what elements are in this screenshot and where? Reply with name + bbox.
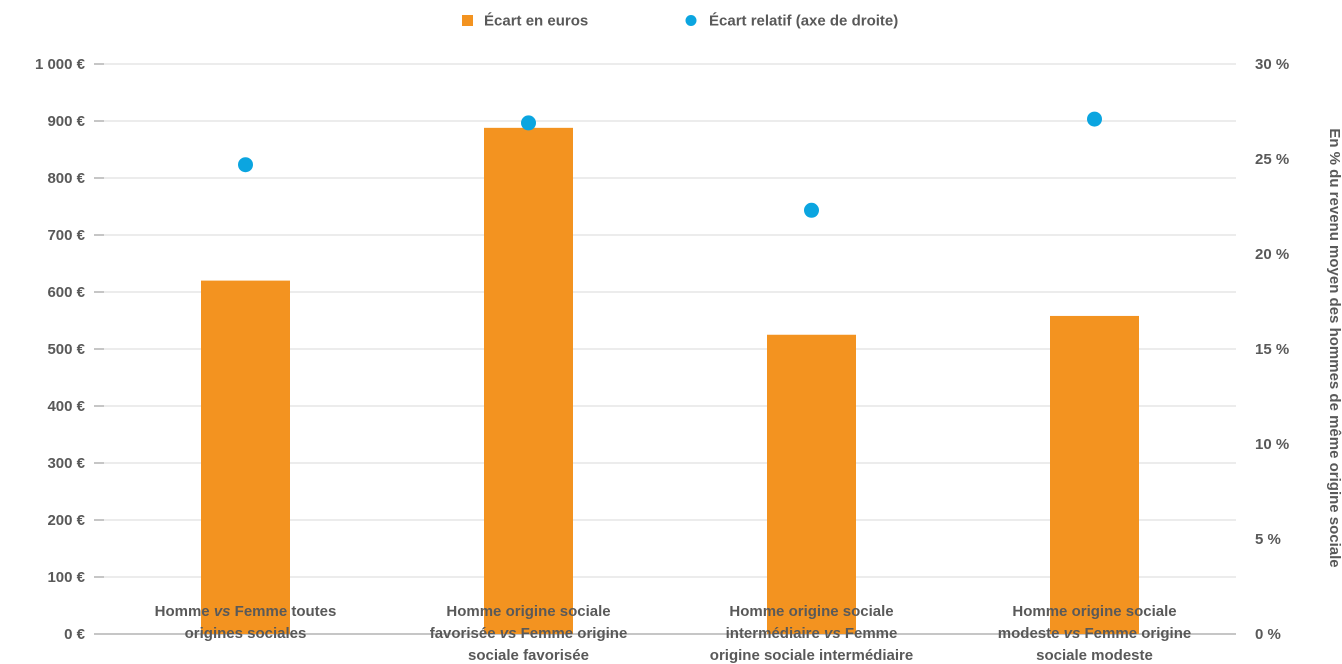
category-label: Homme origine sociale modeste vs Femme or… bbox=[998, 603, 1191, 664]
data-point bbox=[521, 115, 536, 131]
category-label-segment: intermédiaire bbox=[726, 625, 824, 642]
left-tick-label: 300 € bbox=[47, 455, 85, 472]
category-label-line: Homme origine sociale bbox=[446, 603, 610, 620]
category-label-line: origines sociales bbox=[185, 625, 307, 642]
bar bbox=[201, 280, 290, 634]
category-label: Homme vs Femme toutes origines sociales bbox=[155, 603, 337, 642]
category-label-line: Homme vs Femme toutes bbox=[155, 603, 337, 620]
left-axis-ticks: 0 € 100 € 200 € 300 € 400 € 500 € 600 € 700 € 80… bbox=[35, 56, 104, 643]
gridlines bbox=[104, 63, 1236, 635]
legend-label-point: Écart relatif (axe de droite) bbox=[709, 13, 898, 30]
data-point bbox=[804, 202, 819, 218]
right-tick-label: 30 % bbox=[1255, 56, 1289, 73]
category-label-segment: favorisée bbox=[430, 625, 500, 642]
category-label-line: Homme origine sociale bbox=[729, 603, 893, 620]
left-tick-label: 600 € bbox=[47, 284, 85, 301]
category-label-segment: Homme origine sociale bbox=[1012, 603, 1176, 620]
category-label-segment: modeste bbox=[998, 625, 1064, 642]
right-axis-ticks: 0 % 5 % 10 % 15 % 20 % 25 % 30 % bbox=[1255, 56, 1289, 643]
legend-swatch-bar bbox=[462, 15, 473, 26]
left-tick-label: 700 € bbox=[47, 227, 85, 244]
data-point bbox=[238, 157, 253, 173]
legend: Écart en euros Écart relatif (axe de droi… bbox=[462, 13, 898, 30]
left-tick-label: 800 € bbox=[47, 170, 85, 187]
category-label-segment: vs bbox=[214, 603, 231, 620]
category-label-line: favorisée vs Femme origine bbox=[430, 625, 628, 642]
bar bbox=[767, 334, 856, 634]
left-tick-label: 900 € bbox=[47, 113, 85, 130]
left-tick-label: 400 € bbox=[47, 398, 85, 415]
category-label-segment: Homme origine sociale bbox=[729, 603, 893, 620]
right-tick-label: 5 % bbox=[1255, 531, 1281, 548]
category-label-line: sociale modeste bbox=[1036, 647, 1153, 664]
category-label-segment: vs bbox=[824, 625, 841, 642]
data-point bbox=[1087, 111, 1102, 127]
category-label: Homme origine sociale favorisée vs Femme … bbox=[430, 603, 628, 664]
category-label-segment: vs bbox=[1064, 625, 1081, 642]
legend-label-bar: Écart en euros bbox=[484, 13, 588, 30]
category-label-line: Homme origine sociale bbox=[1012, 603, 1176, 620]
category-label: Homme origine sociale intermédiaire vs Fe… bbox=[710, 603, 913, 664]
left-tick-label: 1 000 € bbox=[35, 56, 86, 73]
category-label-line: sociale favorisée bbox=[468, 647, 589, 664]
category-label-line: modeste vs Femme origine bbox=[998, 625, 1191, 642]
category-label-segment: sociale favorisée bbox=[468, 647, 589, 664]
category-label-segment: Femme toutes bbox=[231, 603, 337, 620]
category-label-segment: Femme origine bbox=[1080, 625, 1191, 642]
category-label-segment: Femme origine bbox=[516, 625, 627, 642]
category-label-segment: origine sociale intermédiaire bbox=[710, 647, 913, 664]
right-tick-label: 15 % bbox=[1255, 341, 1289, 358]
category-label-segment: sociale modeste bbox=[1036, 647, 1153, 664]
right-tick-label: 10 % bbox=[1255, 436, 1289, 453]
point-series bbox=[238, 111, 1102, 218]
category-label-segment: vs bbox=[500, 625, 517, 642]
category-label-segment: Femme bbox=[841, 625, 898, 642]
right-axis-title: En % du revenu moyen des hommes de même … bbox=[1326, 128, 1342, 567]
left-tick-label: 500 € bbox=[47, 341, 85, 358]
legend-swatch-point bbox=[685, 15, 697, 26]
bar-series bbox=[201, 127, 1139, 634]
right-tick-label: 0 % bbox=[1255, 626, 1281, 643]
category-label-line: origine sociale intermédiaire bbox=[710, 647, 913, 664]
category-label-segment: origines sociales bbox=[185, 625, 307, 642]
category-labels: Homme vs Femme toutes origines socialesHo… bbox=[155, 603, 1192, 664]
category-label-segment: Homme bbox=[155, 603, 214, 620]
category-label-segment: Homme origine sociale bbox=[446, 603, 610, 620]
left-tick-label: 200 € bbox=[47, 512, 85, 529]
bar bbox=[1050, 315, 1139, 634]
category-label-line: intermédiaire vs Femme bbox=[726, 625, 898, 642]
right-tick-label: 25 % bbox=[1255, 151, 1289, 168]
right-tick-label: 20 % bbox=[1255, 246, 1289, 263]
bar bbox=[484, 127, 573, 634]
left-tick-label: 100 € bbox=[47, 569, 85, 586]
left-tick-label: 0 € bbox=[64, 626, 86, 643]
